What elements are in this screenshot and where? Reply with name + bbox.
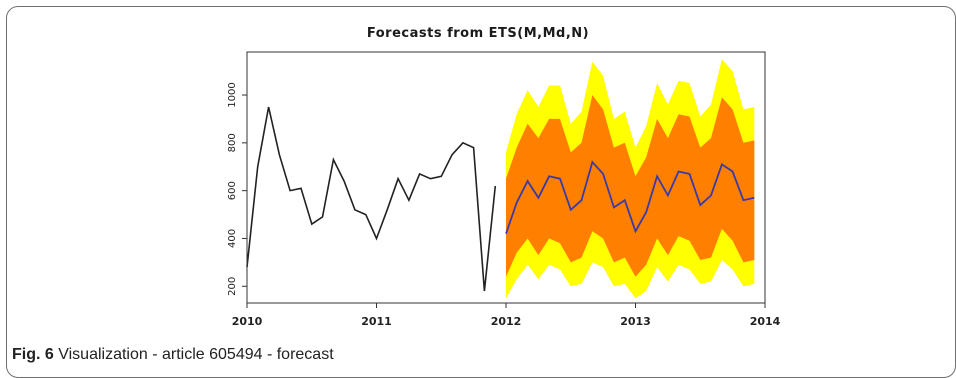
chart-title: Forecasts from ETS(M,Md,N) bbox=[366, 26, 590, 41]
forecast-mean-line bbox=[505, 160, 755, 234]
x-tick-label: 2010 bbox=[232, 315, 263, 328]
y-tick-label: 400 bbox=[227, 229, 238, 248]
caption-label: Fig. 6 bbox=[12, 346, 54, 363]
y-tick-label: 800 bbox=[227, 133, 238, 152]
x-tick-label: 2014 bbox=[750, 315, 781, 328]
band-80 bbox=[506, 95, 755, 277]
history-line bbox=[246, 106, 497, 292]
x-tick-label: 2013 bbox=[620, 315, 651, 328]
y-tick-label: 1000 bbox=[227, 82, 238, 107]
x-tick-label: 2011 bbox=[361, 315, 392, 328]
y-tick-label: 200 bbox=[227, 277, 238, 296]
caption-text: Visualization - article 605494 - forecas… bbox=[58, 346, 334, 363]
x-tick-label: 2012 bbox=[491, 315, 522, 328]
y-tick-label: 600 bbox=[227, 181, 238, 200]
figure-caption: Fig. 6 Visualization - article 605494 - … bbox=[12, 346, 334, 364]
